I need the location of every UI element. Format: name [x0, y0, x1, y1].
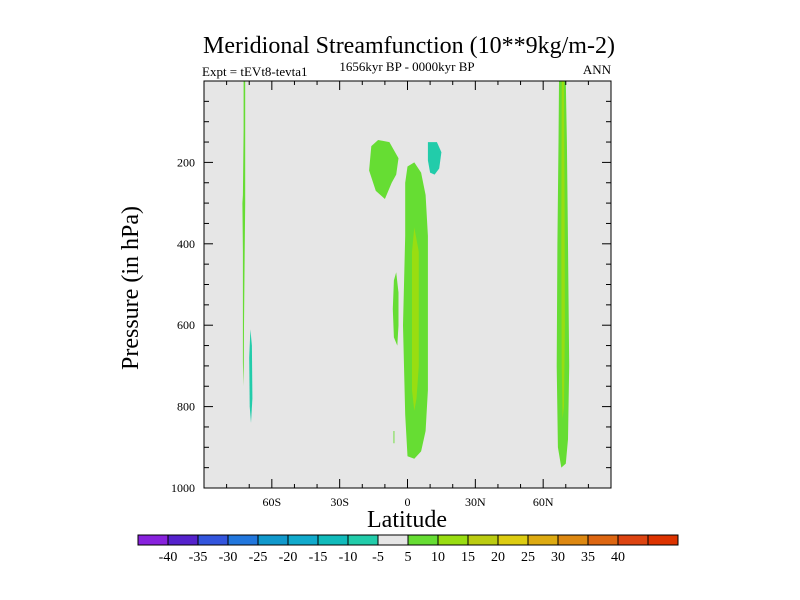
colorbar-swatch — [197, 534, 229, 546]
colorbar-label: 35 — [581, 550, 595, 565]
colorbar-swatch — [647, 534, 679, 546]
x-axis-label: Latitude — [367, 507, 447, 533]
colorbar-label: 5 — [405, 550, 412, 565]
colorbar-label: -15 — [309, 550, 328, 565]
colorbar-label: -35 — [189, 550, 208, 565]
center-string: 1656kyr BP - 0000kyr BP — [339, 59, 474, 74]
colorbar-swatch — [317, 534, 349, 546]
colorbar-swatch — [287, 534, 319, 546]
colorbar-swatch — [587, 534, 619, 546]
colorbar-label: -30 — [219, 550, 238, 565]
colorbar-swatch — [527, 534, 559, 546]
colorbar-label: -10 — [339, 550, 358, 565]
colorbar: -40 -35 -30 -25 -20 -15 -10 -5 5 10 15 20 25 30 35 40 — [137, 534, 679, 565]
axis-ticks: 60S 30S 0 30N 60N 200 400 600 800 1000 — [171, 81, 611, 509]
contour-tropical-negative-cell — [427, 142, 442, 175]
contour-tropical-core — [412, 227, 419, 411]
contour-sh-polar-column — [242, 81, 246, 387]
contour-sh-polar-negative — [249, 329, 253, 423]
y-tick-label: 600 — [177, 318, 195, 332]
colorbar-label: 30 — [551, 550, 565, 565]
colorbar-label: 25 — [521, 550, 535, 565]
colorbar-swatch — [437, 534, 469, 546]
colorbar-label: -20 — [279, 550, 298, 565]
y-axis-label: Pressure (in hPa) — [118, 206, 144, 370]
y-tick-label: 800 — [177, 400, 195, 414]
colorbar-swatch — [257, 534, 289, 546]
colorbar-swatch — [407, 534, 439, 546]
contour-tropical-small-blob — [393, 431, 395, 444]
contour-tropical-upper-left — [369, 140, 399, 199]
colorbar-label: 10 — [431, 550, 445, 565]
colorbar-swatch — [167, 534, 199, 546]
colorbar-label: 40 — [611, 550, 625, 565]
colorbar-swatch — [467, 534, 499, 546]
x-tick-label: 60S — [262, 495, 281, 509]
x-tick-label: 30S — [330, 495, 349, 509]
left-string: Expt = tEVt8-tevta1 — [202, 64, 308, 79]
colorbar-swatch — [377, 534, 409, 546]
colorbar-label: -40 — [159, 550, 178, 565]
x-tick-label: 0 — [405, 495, 411, 509]
y-tick-label: 200 — [177, 155, 195, 169]
colorbar-swatch — [227, 534, 259, 546]
x-tick-label: 30N — [465, 495, 486, 509]
y-tick-label: 1000 — [171, 481, 195, 495]
colorbar-label: -5 — [372, 550, 384, 565]
colorbar-label: 15 — [461, 550, 475, 565]
colorbar-swatch — [347, 534, 379, 546]
colorbar-label: 20 — [491, 550, 505, 565]
colorbar-swatch — [497, 534, 529, 546]
chart-title: Meridional Streamfunction (10**9kg/m-2) — [203, 33, 615, 59]
colorbar-swatch — [557, 534, 589, 546]
y-tick-label: 400 — [177, 237, 195, 251]
colorbar-label: -25 — [249, 550, 268, 565]
colorbar-swatch — [137, 534, 169, 546]
right-string: ANN — [583, 62, 612, 77]
contour-nh-polar-core — [561, 81, 565, 419]
colorbar-swatch — [617, 534, 649, 546]
x-tick-label: 60N — [533, 495, 554, 509]
contour-regions — [242, 81, 570, 468]
contour-tropical-lower-left — [392, 272, 399, 346]
